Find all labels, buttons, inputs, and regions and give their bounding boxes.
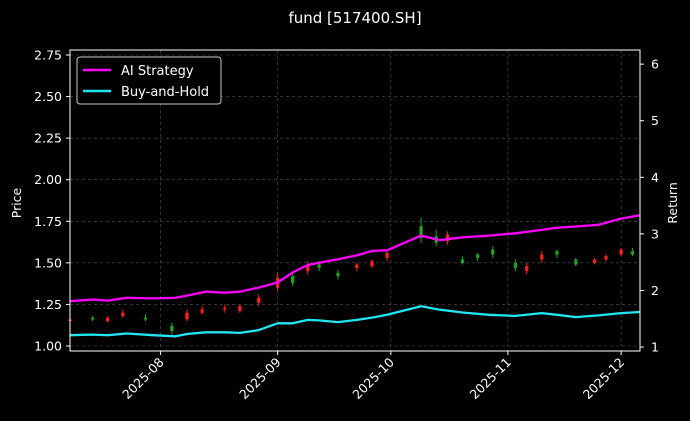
legend: AI Strategy Buy-and-Hold bbox=[76, 56, 222, 105]
candle-body bbox=[185, 312, 189, 320]
y-axis-right-label: Return bbox=[665, 182, 680, 223]
candle-body bbox=[491, 249, 495, 255]
y-left-tick-label: 1.75 bbox=[34, 214, 62, 229]
candle-body bbox=[223, 307, 227, 310]
legend-label-ai-strategy: AI Strategy bbox=[121, 64, 194, 79]
candle-body bbox=[291, 276, 295, 283]
y-right-tick-label: 1 bbox=[651, 340, 659, 355]
candle-body bbox=[540, 254, 544, 260]
candle-body bbox=[476, 254, 480, 258]
grid-layer bbox=[70, 50, 640, 351]
candle-body bbox=[619, 249, 623, 255]
series-line-ai-strategy bbox=[69, 214, 641, 303]
y-axis-left-label: Price bbox=[9, 187, 24, 218]
candle-body bbox=[306, 264, 310, 272]
candle-body bbox=[525, 266, 529, 272]
plot-frame bbox=[69, 49, 641, 352]
candle-body bbox=[355, 264, 359, 268]
candle-body bbox=[574, 259, 578, 265]
series-line-buy-and-hold bbox=[69, 305, 641, 338]
legend-label-buy-and-hold: Buy-and-Hold bbox=[121, 85, 209, 100]
y-right-tick-label: 4 bbox=[651, 170, 659, 185]
candle-body bbox=[593, 259, 597, 263]
chart-title: fund [517400.SH] bbox=[288, 9, 421, 27]
legend-box bbox=[76, 56, 222, 105]
candle-body bbox=[630, 251, 635, 255]
candle-body bbox=[143, 317, 148, 320]
y-left-tick-label: 1.50 bbox=[34, 255, 62, 270]
candle-body bbox=[238, 306, 242, 312]
candle-body bbox=[460, 259, 465, 263]
series-layer bbox=[69, 214, 641, 338]
candle-body bbox=[170, 326, 174, 332]
candle-body bbox=[106, 317, 110, 322]
candle-body bbox=[385, 252, 389, 258]
y-left-tick-label: 2.50 bbox=[34, 89, 62, 104]
candle-body bbox=[257, 297, 261, 303]
candle-body bbox=[513, 262, 518, 268]
y-right-tick-label: 3 bbox=[651, 226, 659, 241]
y-right-tick-label: 5 bbox=[651, 113, 659, 128]
candle-body bbox=[419, 226, 423, 238]
candle-body bbox=[604, 256, 608, 260]
y-left-tick-label: 2.00 bbox=[34, 172, 62, 187]
candle-body bbox=[555, 251, 559, 255]
candle-body bbox=[317, 264, 321, 268]
y-left-tick-label: 2.75 bbox=[34, 47, 62, 62]
y-left-tick-label: 1.00 bbox=[34, 339, 62, 354]
candle-body bbox=[200, 309, 204, 313]
y-left-tick-label: 1.25 bbox=[34, 297, 62, 312]
y-right-tick-label: 2 bbox=[651, 283, 659, 298]
candle-body bbox=[445, 234, 450, 242]
candle-body bbox=[336, 272, 340, 277]
candle-body bbox=[121, 312, 125, 317]
y-right-tick-label: 6 bbox=[651, 57, 659, 72]
candle-body bbox=[91, 317, 95, 320]
candle-body bbox=[370, 261, 374, 267]
y-left-tick-label: 2.25 bbox=[34, 131, 62, 146]
